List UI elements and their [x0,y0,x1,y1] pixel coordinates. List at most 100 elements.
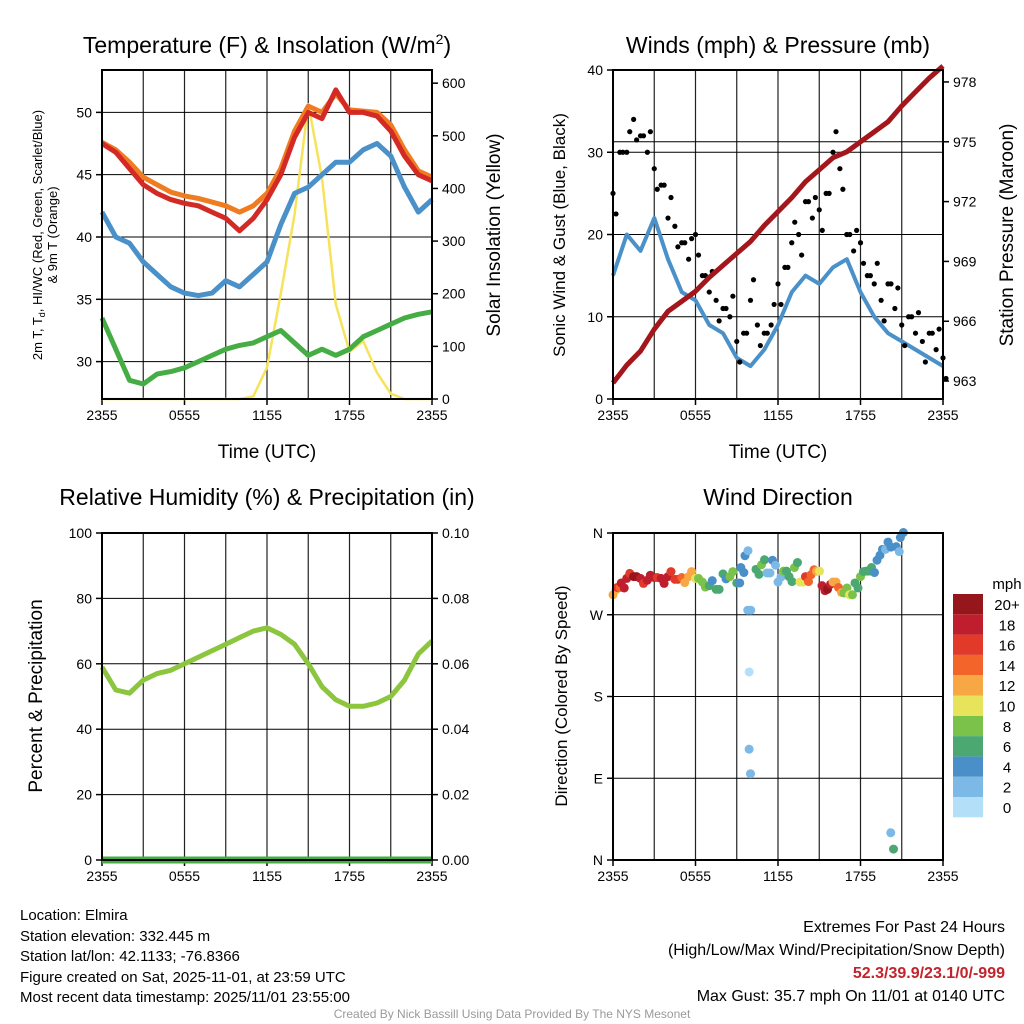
gust-point [692,231,699,238]
winds-title: Winds (mph) & Pressure (mb) [626,32,930,58]
direction-point [744,744,754,754]
y-tick-label: 40 [76,721,92,737]
legend-swatch [953,654,983,676]
direction-point [889,844,898,854]
x-tick-label: 0555 [169,868,200,884]
direction-point [666,567,676,577]
gust-point [613,211,619,217]
gust-point [778,301,784,308]
y-tick-label: 10 [587,309,603,325]
y-tick-label: 20 [76,787,92,803]
direction-point [793,558,802,568]
gust-point [878,297,884,303]
direction-point [804,577,813,587]
gust-point [747,297,754,303]
ylabel-subscript: d [37,312,47,317]
x-tick-label: 2355 [927,407,958,423]
humidity-panel: 2355 0555 1155 1755 23550204060801000.000.02… [26,484,475,884]
gust-point [867,273,873,279]
y-tick-label: E [594,770,603,786]
gust-point [695,252,702,258]
y2-tick-label: 600 [442,75,466,91]
gust-point [744,330,750,336]
gust-point [682,240,688,246]
y-tick-label: S [594,689,603,705]
direction-point [728,567,738,577]
legend-label: 6 [1003,739,1011,756]
extremes-values: 52.3/39.9/23.1/0/-999 [852,965,1005,982]
winds-xlabel: Time (UTC) [729,442,828,463]
gust-point [830,149,836,155]
legend-label: 10 [999,699,1016,716]
direction-point [870,568,879,578]
x-tick-label: 1755 [845,868,876,884]
temperature-xlabel: Time (UTC) [218,442,317,463]
gust-point [716,318,722,324]
solar-ylabel: Solar Insolation (Yellow) [484,133,505,336]
temperature-ylabel: 2m T, Td, HI/WC (Red, Green, Scarlet/Blu… [30,110,47,360]
gust-point [789,240,795,246]
ylabel-part: 2m T, T [30,317,45,360]
y2-tick-label: 0.04 [442,721,469,737]
gust-point [809,215,815,221]
gust-point [757,342,763,349]
x-tick-label: 1155 [252,868,282,884]
legend-swatch [953,675,983,696]
gust-point [899,322,905,328]
legend-swatch [953,736,983,757]
y2-tick-label: 300 [442,233,466,249]
legend-label: 14 [999,658,1016,675]
gust-point [833,129,839,135]
gust-point [734,338,740,345]
y-tick-label: 40 [587,62,603,78]
created-text: Figure created on Sat, 2025-11-01, at 23… [20,968,346,986]
title-superscript: 2 [436,31,444,47]
x-tick-label: 2355 [86,407,117,423]
plot-frame [101,69,433,400]
pressure-ylabel: Station Pressure (Maroon) [997,124,1018,347]
gust-point [647,129,653,135]
gust-point [892,305,898,312]
y2-tick-label: 0.00 [442,852,469,868]
gust-point [857,240,864,246]
series-hiwc-line [99,141,434,299]
y-tick-label: N [593,852,603,868]
gust-point [654,186,660,192]
gust-point [640,133,647,139]
gust-point [888,281,894,287]
direction-point [744,667,754,677]
gust-point [936,326,942,332]
legend-label: 4 [1003,759,1011,776]
gust-point [902,342,908,349]
y2-tick-label: 100 [442,338,466,354]
legend-swatch [953,715,983,737]
gust-point [737,359,743,365]
legend-label: 2 [1003,780,1011,797]
y2-tick-label: 0.06 [442,656,469,672]
y-tick-label: 30 [76,354,92,370]
x-tick-label: 2355 [927,868,958,884]
gust-point [840,186,846,192]
y-tick-label: N [593,525,603,541]
x-tick-label: 1155 [763,868,793,884]
latlon-text: Station lat/lon: 42.1133; -76.8366 [20,948,240,965]
gust-point [874,260,880,266]
gust-point [672,223,678,229]
gust-point [816,207,822,213]
title-end: ) [443,32,451,58]
gust-point [634,137,640,143]
gust-point [627,129,633,135]
legend-label: 18 [999,617,1016,634]
direction-point [659,578,669,588]
gust-point [727,314,733,320]
gust-point [919,338,925,345]
gust-point [713,297,719,303]
direction-point [746,605,756,615]
gust-point [909,314,915,320]
extremes-subtitle: (High/Low/Max Wind/Precipitation/Snow De… [667,942,1005,959]
humidity-line [99,625,434,709]
elevation-text: Station elevation: 332.445 m [20,927,211,945]
direction-point [707,576,717,586]
gust-point [689,236,695,242]
